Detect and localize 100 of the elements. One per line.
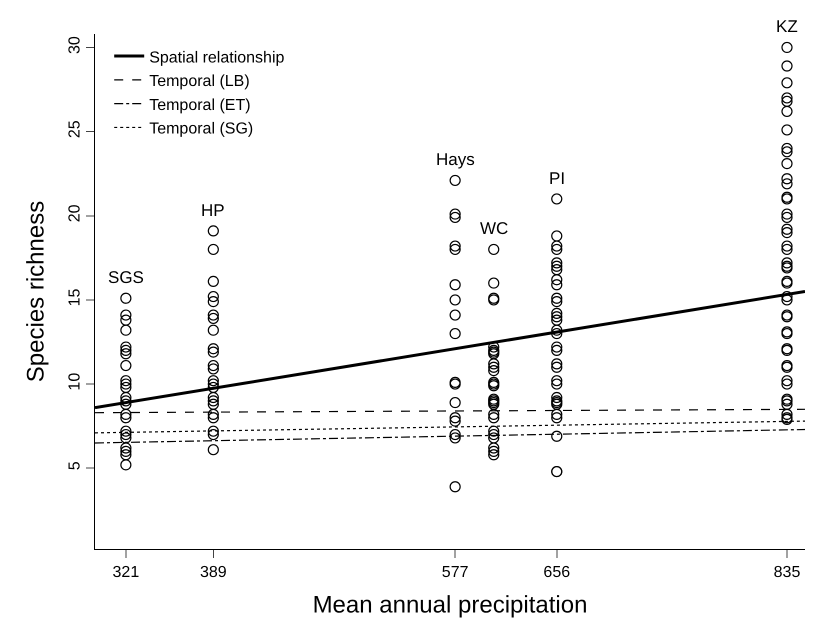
point [450, 208, 461, 220]
point [450, 328, 461, 340]
point [551, 375, 562, 386]
y-axis-title: Species richness [22, 200, 50, 382]
point [450, 309, 461, 321]
point [781, 378, 793, 390]
point [208, 408, 219, 420]
point [488, 426, 500, 437]
point [551, 296, 562, 308]
series-label: SGS [108, 268, 144, 287]
point [208, 378, 219, 390]
series-label: KZ [776, 17, 798, 36]
point [450, 396, 461, 408]
point [781, 106, 793, 118]
point [781, 290, 793, 302]
point [450, 279, 461, 290]
point [488, 428, 500, 440]
point [551, 344, 562, 356]
point [120, 309, 132, 321]
point [450, 428, 461, 440]
point [781, 408, 793, 420]
legend-label: Temporal (SG) [149, 120, 254, 138]
series-label: WC [480, 219, 508, 238]
point [120, 428, 132, 440]
point [781, 375, 793, 386]
point [488, 362, 500, 373]
point [551, 292, 562, 304]
point [208, 392, 219, 404]
point [120, 459, 132, 470]
point [781, 257, 793, 268]
point [120, 348, 132, 360]
point [120, 446, 132, 457]
point [208, 412, 219, 424]
point [781, 124, 793, 136]
y-tick-label: 20 [66, 204, 84, 222]
point [781, 96, 793, 107]
point [450, 244, 461, 256]
point [208, 324, 219, 336]
point [551, 240, 562, 252]
legend-label: Spatial relationship [149, 49, 284, 66]
point [208, 343, 219, 354]
point [551, 264, 562, 276]
point [208, 290, 219, 302]
point [781, 212, 793, 224]
point [551, 244, 562, 256]
point [551, 193, 562, 205]
point [781, 226, 793, 238]
point [208, 312, 219, 324]
point [208, 444, 219, 456]
point [120, 344, 132, 356]
y-tick-label: 15 [66, 288, 84, 306]
point [120, 432, 132, 444]
point [551, 230, 562, 242]
point [120, 314, 132, 326]
point [450, 212, 461, 224]
point [450, 412, 461, 424]
point [551, 362, 562, 373]
point [551, 279, 562, 290]
point [450, 415, 461, 427]
point [120, 426, 132, 437]
point [450, 294, 461, 306]
point [120, 382, 132, 394]
point [208, 428, 219, 440]
point [488, 244, 500, 256]
point [488, 442, 500, 454]
x-tick-label: 835 [774, 564, 800, 582]
point [781, 224, 793, 235]
series-label: PI [549, 169, 566, 188]
point [120, 408, 132, 420]
x-tick-label: 577 [442, 564, 469, 582]
y-tick-label: 25 [66, 120, 84, 138]
point [208, 296, 219, 308]
point [551, 341, 562, 353]
point [208, 346, 219, 358]
point [551, 257, 562, 268]
point [208, 363, 219, 375]
point [208, 225, 219, 237]
point [781, 398, 793, 410]
point [781, 92, 793, 104]
x-axis-title: Mean annual precipitation [312, 592, 588, 618]
point [120, 392, 132, 404]
point [120, 378, 132, 390]
point [208, 276, 219, 287]
point [450, 174, 461, 186]
point [551, 358, 562, 370]
point [488, 408, 500, 420]
point [551, 378, 562, 390]
point [120, 360, 132, 372]
point [781, 244, 793, 256]
point [781, 178, 793, 190]
point [488, 358, 500, 370]
series-label: Hays [436, 150, 475, 169]
point [551, 430, 562, 442]
point [551, 260, 562, 272]
point [781, 294, 793, 306]
point [488, 449, 500, 460]
point [488, 412, 500, 424]
point [208, 375, 219, 386]
point [551, 274, 562, 286]
point [208, 395, 219, 406]
